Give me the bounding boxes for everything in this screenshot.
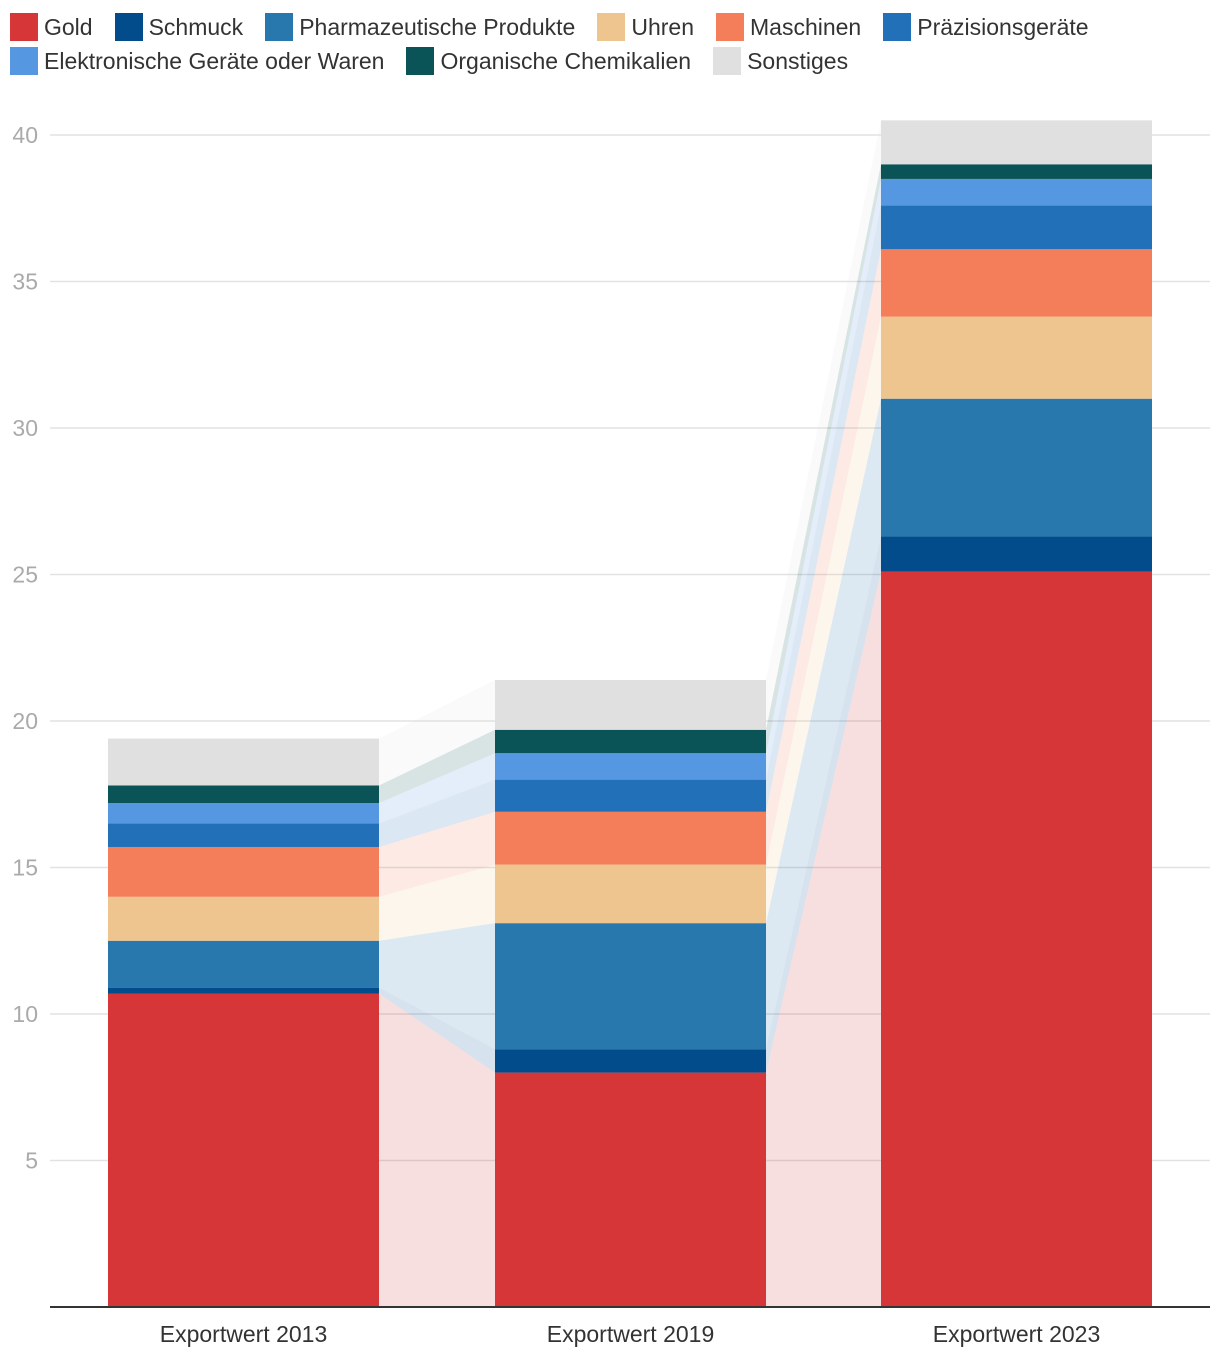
legend-swatch-maschinen	[716, 13, 744, 41]
y-tick-label-10: 10	[12, 1001, 38, 1027]
legend-swatch-elektronische-geraete	[10, 47, 38, 75]
bar-segment-cat2-series8	[881, 120, 1152, 165]
legend-label-organische-chemikalien: Organische Chemikalien	[440, 47, 692, 74]
bar-segment-cat0-series1	[108, 987, 379, 994]
legend-swatch-gold	[10, 13, 38, 41]
flow-1-series-4	[766, 249, 881, 865]
bar-segment-cat2-series0	[881, 571, 1152, 1307]
flow-1-series-7	[766, 164, 881, 754]
y-tick-label-35: 35	[12, 269, 38, 295]
flow-0-series-3	[379, 864, 495, 941]
legend-label-schmuck: Schmuck	[148, 13, 244, 40]
legend-label-praezisionsgeraete: Präzisionsgeräte	[917, 13, 1089, 40]
legend-label-sonstiges: Sonstiges	[747, 47, 849, 74]
flow-0-series-7	[379, 729, 495, 804]
x-tick-label-2: Exportwert 2023	[933, 1321, 1100, 1347]
bar-segment-cat0-series3	[108, 896, 379, 941]
legend-label-uhren: Uhren	[631, 13, 694, 40]
flow-connectors	[379, 120, 881, 1307]
flow-1-series-0	[766, 571, 881, 1307]
y-tick-label-20: 20	[12, 708, 38, 734]
bar-segment-cat0-series4	[108, 846, 379, 897]
y-tick-label-40: 40	[12, 122, 38, 148]
flow-1-series-2	[766, 398, 881, 1050]
legend-label-elektronische-geraete: Elektronische Geräte oder Waren	[44, 47, 385, 74]
flow-0-series-5	[379, 779, 495, 847]
x-tick-label-0: Exportwert 2013	[160, 1321, 327, 1347]
bar-segment-cat2-series6	[881, 178, 1152, 206]
legend-item-maschinen[interactable]: Maschinen	[716, 13, 861, 41]
bar-segment-cat2-series5	[881, 205, 1152, 250]
legend-label-gold: Gold	[44, 13, 93, 40]
legend-item-gold[interactable]: Gold	[10, 13, 93, 41]
flow-0-series-8	[379, 679, 495, 786]
y-tick-label-5: 5	[25, 1148, 38, 1174]
bar-segment-cat2-series7	[881, 164, 1152, 179]
y-tick-label-15: 15	[12, 855, 38, 881]
bar-segment-cat1-series4	[495, 811, 766, 865]
bar-segment-cat1-series5	[495, 779, 766, 812]
bar-segment-cat1-series8	[495, 679, 766, 730]
legend-swatch-uhren	[597, 13, 626, 41]
legend-label-maschinen: Maschinen	[750, 13, 862, 40]
bar-segment-cat0-series7	[108, 785, 379, 804]
legend-label-pharmazeutische-produkte: Pharmazeutische Produkte	[299, 13, 576, 40]
bar-segment-cat1-series7	[495, 729, 766, 754]
bar-segment-cat2-series2	[881, 398, 1152, 537]
flow-0-series-0	[379, 993, 495, 1307]
legend-row-1: Gold Schmuck Pharmazeutische Produkte Uh…	[10, 10, 1210, 44]
bar-segment-cat1-series1	[495, 1049, 766, 1073]
legend-swatch-organische-chemikalien	[406, 47, 435, 75]
y-tick-label-25: 25	[12, 562, 38, 588]
legend-item-schmuck[interactable]: Schmuck	[114, 13, 244, 41]
legend-swatch-sonstiges	[713, 47, 742, 75]
bar-segment-cat0-series6	[108, 803, 379, 824]
flow-1-series-5	[766, 205, 881, 812]
bar-segment-cat0-series8	[108, 738, 379, 786]
flow-1-series-3	[766, 316, 881, 924]
bar-segment-cat1-series6	[495, 753, 766, 780]
y-tick-label-30: 30	[12, 415, 38, 441]
flow-1-series-1	[766, 536, 881, 1073]
legend-item-elektronische-geraete[interactable]: Elektronische Geräte oder Waren	[10, 47, 384, 75]
legend-row-2: Elektronische Geräte oder Waren Organisc…	[10, 44, 1210, 78]
bars	[108, 120, 1152, 1307]
legend-item-praezisionsgeraete[interactable]: Präzisionsgeräte	[883, 13, 1089, 41]
x-tick-label-1: Exportwert 2019	[547, 1321, 714, 1347]
bar-segment-cat1-series2	[495, 923, 766, 1050]
flow-1-series-6	[766, 178, 881, 780]
legend-item-uhren[interactable]: Uhren	[597, 13, 694, 41]
legend-swatch-pharmazeutische-produkte	[265, 13, 294, 41]
flow-1-series-8	[766, 120, 881, 730]
legend: Gold Schmuck Pharmazeutische Produkte Uh…	[10, 10, 1210, 78]
bar-segment-cat0-series0	[108, 993, 379, 1307]
legend-swatch-praezisionsgeraete	[883, 13, 912, 41]
legend-item-sonstiges[interactable]: Sonstiges	[713, 47, 848, 75]
legend-swatch-schmuck	[114, 13, 143, 41]
legend-item-pharmazeutische-produkte[interactable]: Pharmazeutische Produkte	[265, 13, 575, 41]
flow-0-series-6	[379, 753, 495, 824]
flow-0-series-2	[379, 923, 495, 1050]
bar-segment-cat2-series4	[881, 249, 1152, 317]
flow-0-series-4	[379, 811, 495, 897]
bar-segment-cat1-series3	[495, 864, 766, 924]
legend-item-organische-chemikalien[interactable]: Organische Chemikalien	[406, 47, 691, 75]
flow-0-series-1	[379, 987, 495, 1073]
bar-segment-cat1-series0	[495, 1072, 766, 1307]
bar-segment-cat0-series2	[108, 940, 379, 988]
bar-segment-cat0-series5	[108, 823, 379, 847]
bar-segment-cat2-series3	[881, 316, 1152, 399]
bar-segment-cat2-series1	[881, 536, 1152, 572]
